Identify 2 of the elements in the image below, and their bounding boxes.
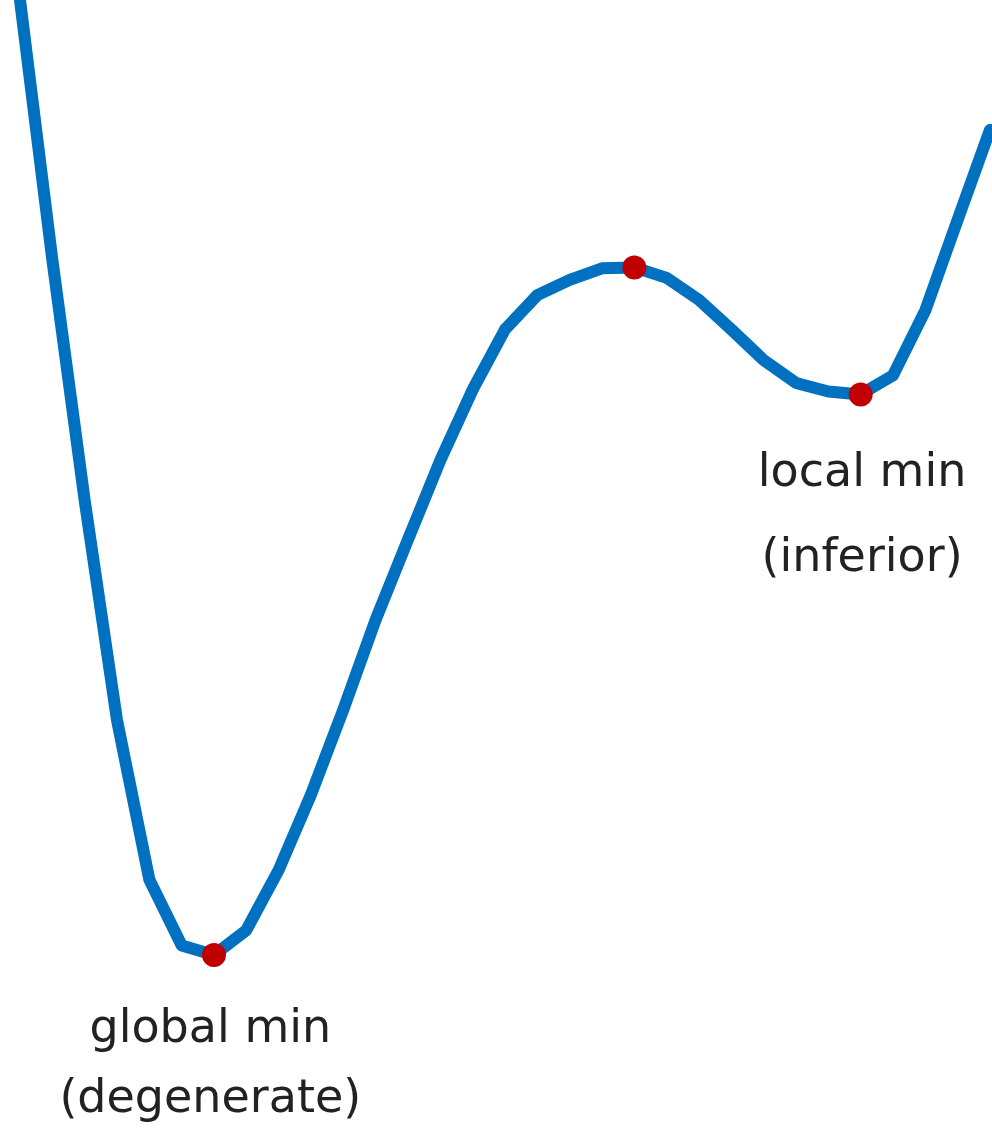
annotation: local min (inferior) (757, 443, 967, 583)
text: global min (degenerate) (59, 998, 362, 1123)
